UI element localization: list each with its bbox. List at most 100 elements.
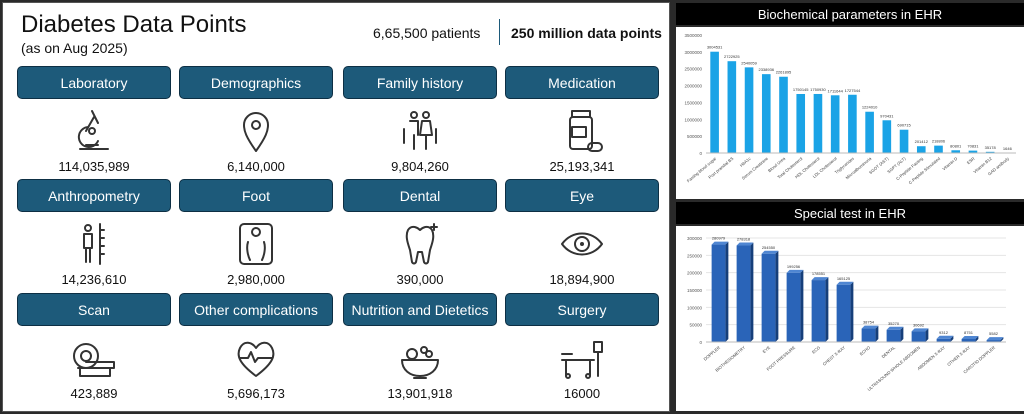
bar — [882, 120, 892, 153]
category-button-scan[interactable]: Scan — [17, 293, 171, 326]
category-button-surgery[interactable]: Surgery — [505, 293, 659, 326]
x-tick-label: OTHER X-RAY — [946, 345, 971, 367]
data-label: 1750930 — [810, 87, 826, 92]
category-value: 2,980,000 — [227, 272, 285, 287]
data-label: 30692 — [913, 322, 925, 327]
bar-top — [986, 337, 1004, 341]
category-button-medication[interactable]: Medication — [505, 66, 659, 99]
fruit-bowl-icon — [343, 332, 497, 384]
data-points-panel: Diabetes Data Points (as on Aug 2025) 6,… — [2, 2, 670, 412]
y-tick-label: 0 — [699, 340, 702, 345]
bar — [934, 145, 943, 153]
category-button-eye[interactable]: Eye — [505, 179, 659, 212]
bar — [865, 111, 874, 153]
bar-top — [911, 328, 929, 332]
y-tick-label: 50000 — [689, 323, 702, 328]
surgery-bed-icon — [505, 332, 659, 384]
data-label: 3004531 — [707, 45, 723, 50]
category-button-foot[interactable]: Foot — [179, 179, 333, 212]
x-tick-label: ECG — [811, 345, 821, 355]
bar-top — [761, 250, 779, 254]
data-label: 970431 — [880, 113, 894, 118]
category-button-demographics[interactable]: Demographics — [179, 66, 333, 99]
data-label: 280979 — [712, 236, 726, 241]
data-label: 35178 — [985, 145, 997, 150]
bar — [779, 76, 788, 153]
category-button-dental[interactable]: Dental — [343, 179, 497, 212]
data-label: 80801 — [950, 143, 962, 148]
bar — [711, 244, 726, 342]
bar — [911, 331, 926, 342]
data-label: 38754 — [863, 320, 875, 325]
x-tick-label: ECHO — [859, 344, 872, 356]
bar — [744, 67, 754, 153]
category-value: 18,894,900 — [549, 272, 615, 287]
data-label: 2338936 — [758, 67, 774, 72]
category-button-anthropometry[interactable]: Anthropometry — [17, 179, 171, 212]
category-button-laboratory[interactable]: Laboratory — [17, 66, 171, 99]
bar-side — [925, 328, 929, 342]
y-tick-label: 500000 — [687, 134, 703, 139]
page-subtitle: (as on Aug 2025) — [21, 40, 128, 56]
bar — [736, 245, 751, 342]
chart-title-biochemical: Biochemical parameters in EHR — [676, 3, 1024, 25]
bar — [811, 280, 826, 342]
category-button-family-history[interactable]: Family history — [343, 66, 497, 99]
tile-family-history: Family history 9,804,260 — [343, 66, 497, 174]
tile-other-complications: Other complications 5,696,173 — [179, 293, 333, 401]
category-value: 9,804,260 — [391, 159, 449, 174]
y-tick-label: 2000000 — [684, 84, 702, 89]
tile-dental: Dental 390,000 — [343, 179, 497, 287]
category-label: Medication — [548, 74, 616, 91]
category-value: 14,236,610 — [61, 272, 127, 287]
bar-side — [900, 326, 904, 342]
bar-side — [725, 241, 729, 342]
data-label: 8751 — [964, 330, 974, 335]
tile-eye: Eye 18,894,900 — [505, 179, 659, 287]
bar-top — [811, 277, 829, 281]
bar — [761, 253, 776, 342]
foot-scale-icon — [179, 218, 333, 270]
bar — [761, 74, 771, 153]
x-tick-label: ESR — [966, 156, 976, 165]
category-value: 114,035,989 — [58, 159, 130, 174]
data-label: 70831 — [967, 144, 979, 149]
location-pin-icon — [179, 105, 333, 157]
data-label: 1750145 — [793, 87, 809, 92]
category-label: Other complications — [194, 301, 318, 318]
tile-medication: Medication 25,193,341 — [505, 66, 659, 174]
bar-top — [736, 242, 754, 246]
microscope-icon — [17, 105, 171, 157]
y-tick-label: 1500000 — [684, 100, 702, 105]
bar — [836, 284, 851, 342]
data-label: 1711644 — [828, 88, 844, 93]
bar-top — [886, 326, 904, 330]
category-value: 423,889 — [70, 386, 118, 401]
special-test-chart: 0 50000 100000 150000 200000 250000 300000 2809… — [676, 226, 1024, 411]
data-label: 278318 — [737, 237, 751, 242]
data-label: 199256 — [787, 264, 801, 269]
data-label: 5582 — [989, 331, 999, 336]
category-label: Nutrition and Dietetics — [351, 301, 489, 318]
bar — [727, 61, 737, 153]
bar — [796, 93, 806, 153]
y-tick-label: 300000 — [687, 236, 703, 241]
category-label: Anthropometry — [48, 187, 140, 204]
bar-top — [836, 281, 854, 285]
category-button-nutrition-and-dietetics[interactable]: Nutrition and Dietetics — [343, 293, 497, 326]
bar-side — [950, 335, 954, 342]
category-value: 390,000 — [396, 272, 444, 287]
family-icon — [343, 105, 497, 157]
bar-side — [975, 335, 979, 342]
category-value: 25,193,341 — [549, 159, 615, 174]
y-tick-label: 1000000 — [684, 117, 702, 122]
category-value: 16000 — [563, 386, 601, 401]
heartbeat-icon — [179, 332, 333, 384]
category-label: Scan — [78, 301, 110, 318]
category-label: Foot — [241, 187, 270, 204]
y-tick-label: 3000000 — [684, 50, 702, 55]
bar-side — [800, 269, 804, 342]
x-tick-label: ULTRASOUND WHOLE ABDOMEN — [866, 345, 921, 392]
y-tick-label: 0 — [699, 151, 702, 156]
category-button-other-complications[interactable]: Other complications — [179, 293, 333, 326]
